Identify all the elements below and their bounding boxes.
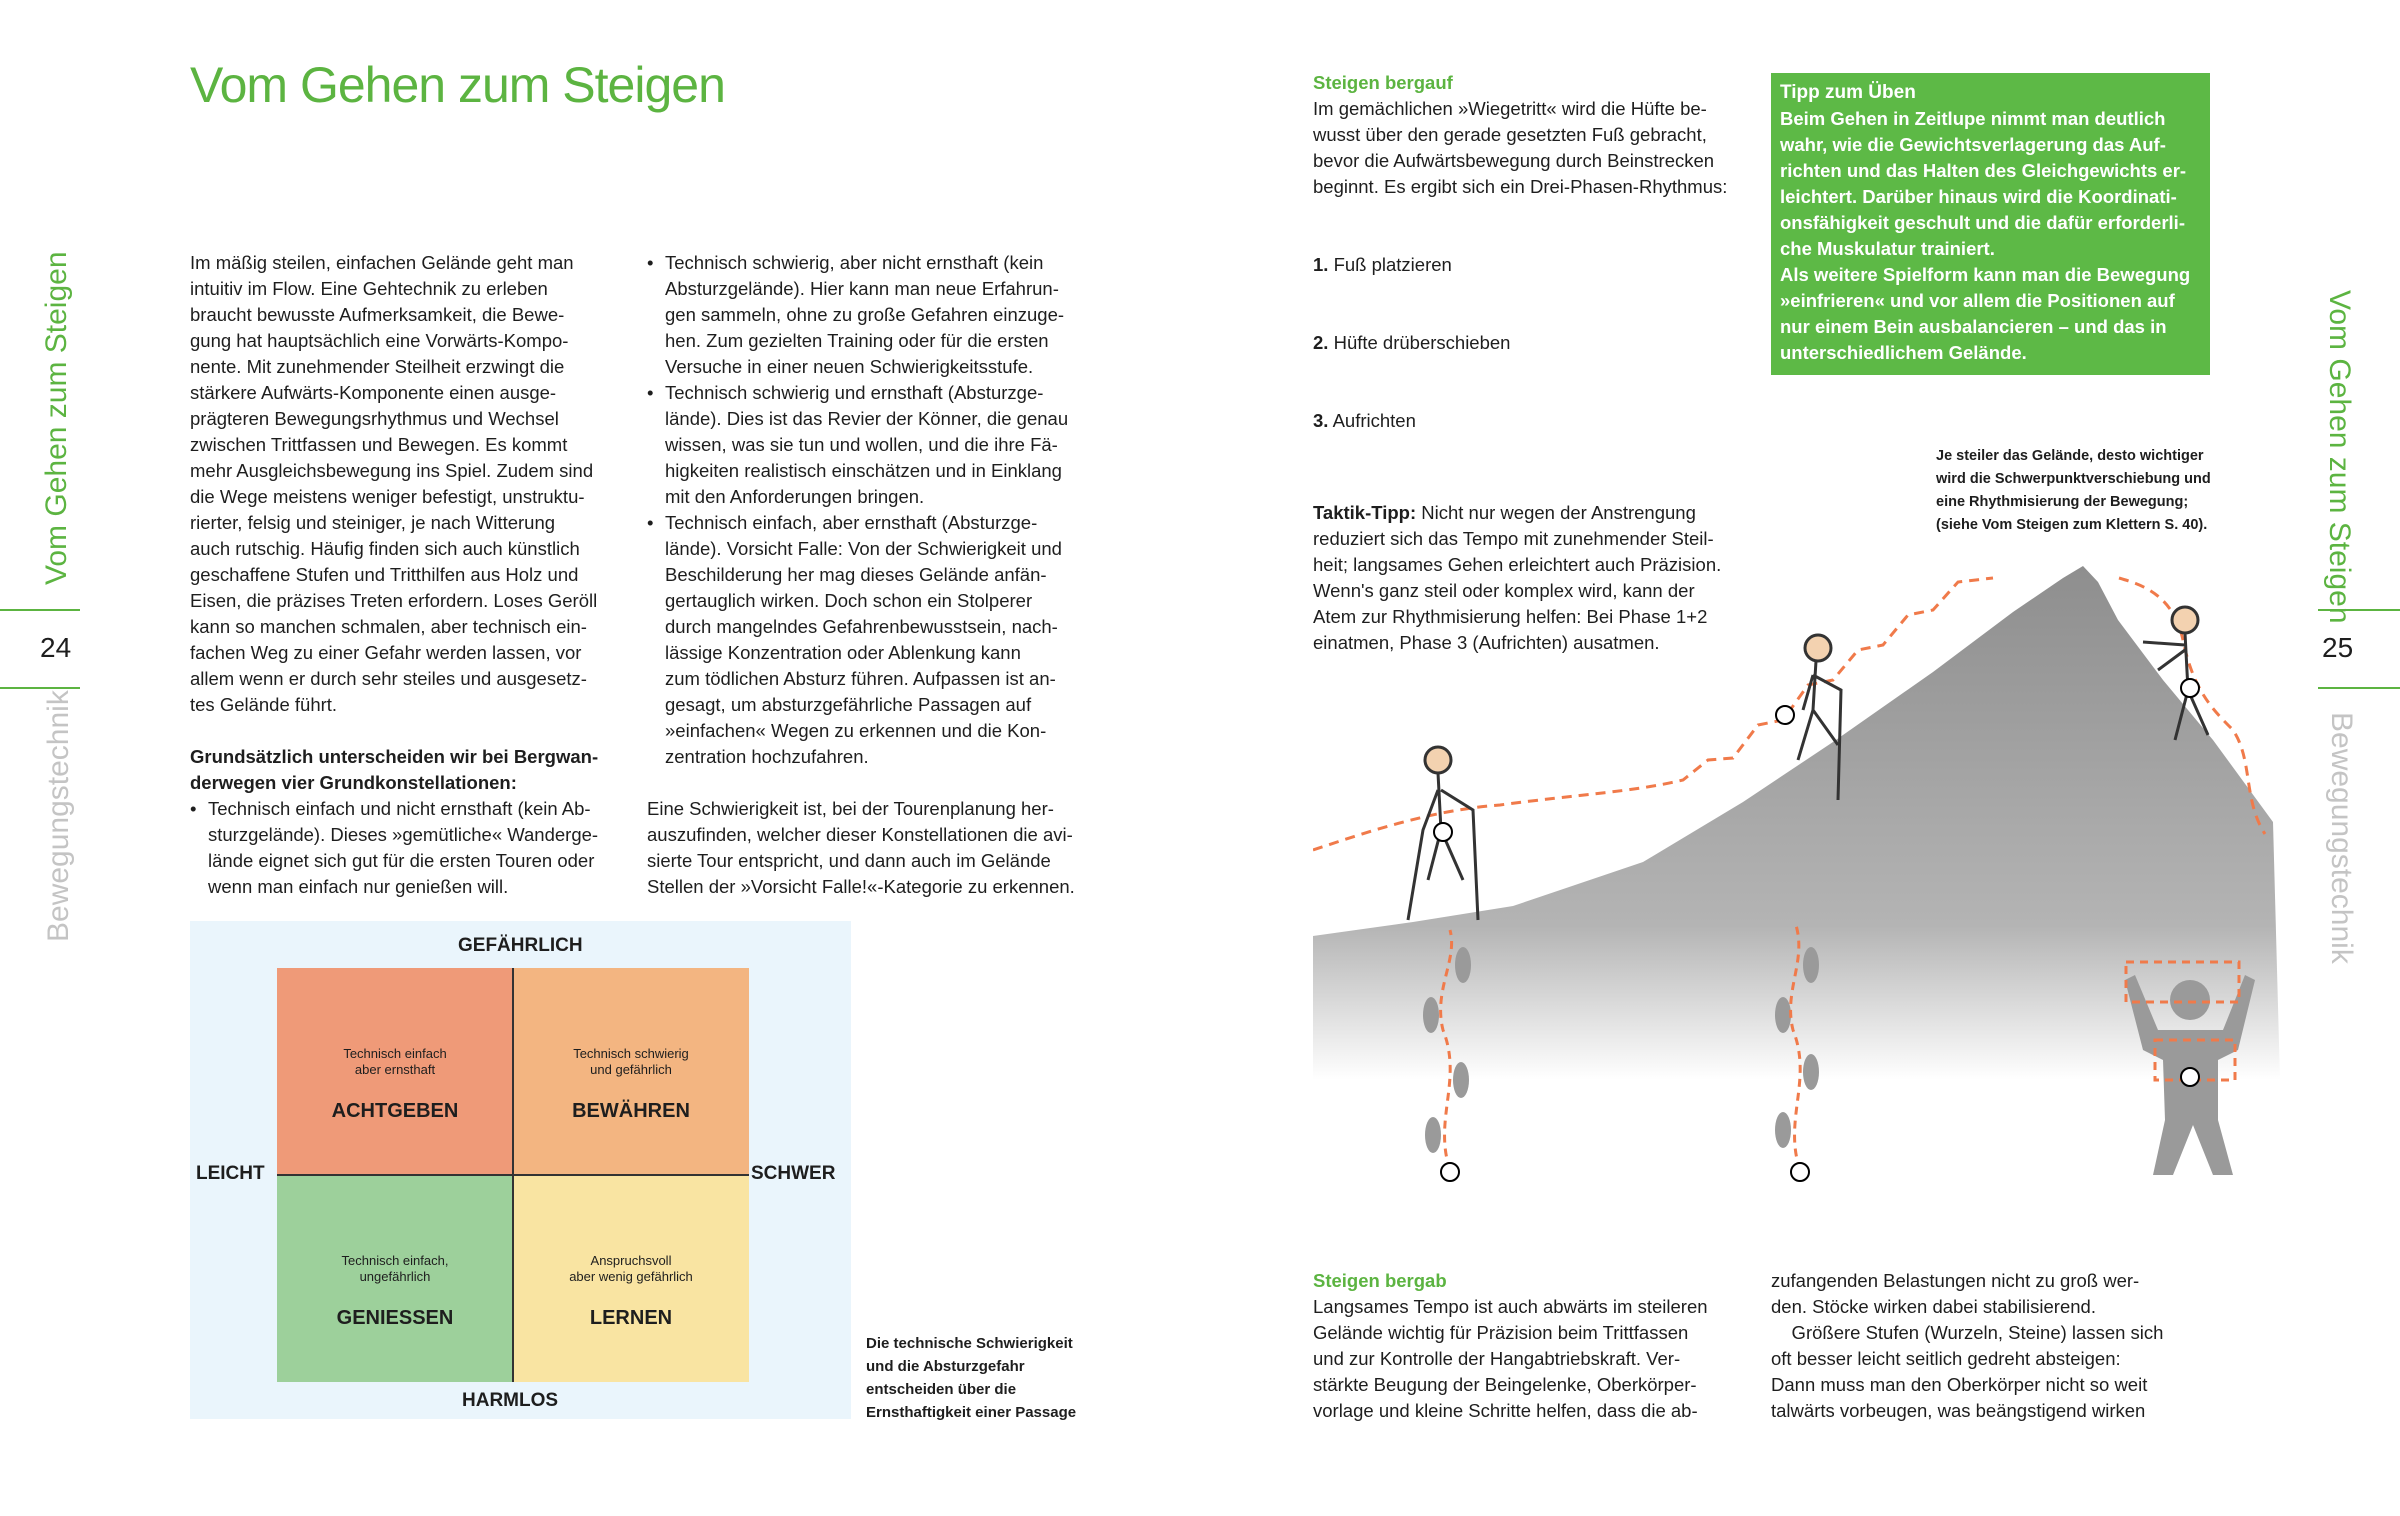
downhill-column-2: zufangenden Belastungen nicht zu groß we… <box>1771 1270 2164 1421</box>
step-text: Fuß platzieren <box>1333 254 1452 275</box>
step-text: Aufrichten <box>1332 410 1416 431</box>
axis-label-bottom: HARMLOS <box>462 1390 559 1411</box>
section-heading: Steigen bergab <box>1313 1270 1447 1291</box>
cell-description: Technisch einfach, ungefährlich <box>341 1253 449 1284</box>
list-item: Technisch einfach, aber ernsthaft (Abstu… <box>647 510 1075 770</box>
list-intro: Grundsätzlich unterscheiden wir bei Berg… <box>190 746 599 793</box>
divider <box>0 687 80 689</box>
cell-label: ACHTGEBEN <box>331 1100 459 1122</box>
center-of-mass-icon <box>1790 1162 1810 1182</box>
center-of-mass-icon <box>2180 678 2200 698</box>
tactic-text: Nicht nur wegen der Anstrengung reduzier… <box>1313 502 1722 653</box>
step-number: 1. <box>1313 254 1329 275</box>
hiking-illustration <box>1313 566 2280 1182</box>
difficulty-matrix: GEFÄHRLICH HARMLOS LEICHT SCHWER Technis… <box>190 921 851 1419</box>
side-section-left: Bewegungstechnik <box>42 690 75 942</box>
matrix-cell-bewaehren: Technisch schwierig und gefährlich BEWÄH… <box>513 968 749 1175</box>
left-column-1: Im mäßig steilen, einfachen Gelände geht… <box>190 250 598 900</box>
cell-description: Anspruchsvoll aber wenig gefährlich <box>569 1253 693 1284</box>
tip-body: Beim Gehen in Zeitlupe nimmt man deutlic… <box>1780 108 2191 363</box>
cell-label: GENIESSEN <box>336 1307 454 1329</box>
matrix-cell-lernen: Anspruchsvoll aber wenig gefährlich LERN… <box>513 1175 749 1382</box>
divider <box>2318 687 2400 689</box>
tip-box: Tipp zum Üben Beim Gehen in Zeitlupe nim… <box>1771 73 2210 375</box>
balance-dashed-box <box>2124 960 2241 1004</box>
page-title: Vom Gehen zum Steigen <box>190 57 726 113</box>
tactic-label: Taktik-Tipp: <box>1313 502 1417 523</box>
step-list: 1. Fuß platzieren 2. Hüfte drüberschiebe… <box>1313 200 1727 486</box>
footprints-icon <box>1423 947 1819 1153</box>
body-paragraph: Langsames Tempo ist auch abwärts im stei… <box>1313 1296 1708 1421</box>
right-column-1: Steigen bergauf Im gemächlichen »Wiegetr… <box>1313 70 1727 656</box>
body-paragraph: Eine Schwierigkeit ist, bei der Tourenpl… <box>647 798 1075 897</box>
page-number-right: 25 <box>2322 632 2354 663</box>
cell-label: BEWÄHREN <box>572 1100 690 1122</box>
divider <box>2318 609 2400 611</box>
path-dashed-line <box>1313 576 1994 852</box>
center-of-mass-icon <box>1440 1162 1460 1182</box>
axis-label-right: SCHWER <box>751 1163 836 1184</box>
left-column-2: Technisch schwierig, aber nicht ernsthaf… <box>647 250 1075 900</box>
list-item: Technisch einfach und nicht ernsthaft (k… <box>190 796 598 900</box>
side-chapter-title-right: Vom Gehen zum Steigen <box>2323 290 2356 624</box>
path-dashed-line <box>2118 576 2267 835</box>
body-paragraph: Im gemächlichen »Wiegetritt« wird die Hü… <box>1313 98 1728 197</box>
side-chapter-title-left: Vom Gehen zum Steigen <box>40 251 73 585</box>
step-number: 2. <box>1313 332 1329 353</box>
matrix-caption: Die technische Schwierigkeit und die Abs… <box>866 1335 1077 1421</box>
cell-label: LERNEN <box>589 1307 673 1329</box>
axis-label-left: LEICHT <box>196 1163 265 1184</box>
list-item: Technisch schwierig und ernsthaft (Abstu… <box>647 380 1075 510</box>
illustration-caption: Je steiler das Gelände, desto wichtiger … <box>1936 448 2211 533</box>
hiker-figure <box>1796 633 1843 801</box>
axis-label-top: GEFÄHRLICH <box>458 935 583 956</box>
list-item: Technisch schwierig, aber nicht ernsthaf… <box>647 250 1075 380</box>
matrix-cell-achtgeben: Technisch einfach aber ernsthaft ACHTGEB… <box>277 968 513 1175</box>
matrix-cell-geniessen: Technisch einfach, ungefährlich GENIESSE… <box>277 1175 513 1382</box>
step-arrow <box>1439 929 1453 1171</box>
matrix-horizontal-axis <box>277 1174 749 1176</box>
section-heading: Steigen bergauf <box>1313 72 1453 93</box>
center-of-mass-icon <box>2180 1067 2200 1087</box>
downhill-column-1: Steigen bergab Langsames Tempo ist auch … <box>1313 1268 1708 1424</box>
step-arrow <box>1789 921 1802 1171</box>
mountain-slope <box>1313 566 2280 1080</box>
center-of-mass-icon <box>1433 822 1453 842</box>
page-number-left: 24 <box>40 632 72 663</box>
tactic-tip: Taktik-Tipp: Nicht nur wegen der Anstren… <box>1313 500 1727 656</box>
cell-description: Technisch einfach aber ernsthaft <box>343 1046 447 1077</box>
center-of-mass-icon <box>1775 705 1795 725</box>
cell-description: Technisch schwierig und gefährlich <box>573 1046 689 1077</box>
step-text: Hüfte drüberschieben <box>1333 332 1511 353</box>
body-paragraph: Im mäßig steilen, einfachen Gelände geht… <box>190 252 598 715</box>
step-number: 3. <box>1313 410 1329 431</box>
side-section-right: Bewegungstechnik <box>2325 712 2358 964</box>
divider <box>0 609 80 611</box>
tip-heading: Tipp zum Üben <box>1780 82 1916 103</box>
